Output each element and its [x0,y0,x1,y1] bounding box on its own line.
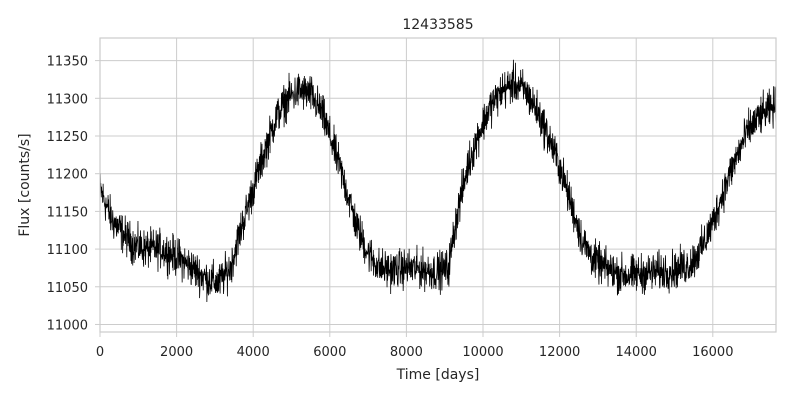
x-tick-label: 10000 [462,345,503,360]
x-tick-label: 14000 [616,345,657,360]
y-axis-ticks: 11000 11050 11100 11150 11200 11250 11300 11350 [47,55,100,333]
y-tick-label: 11300 [47,92,88,107]
grid [99,38,776,332]
x-tick-label: 4000 [237,345,270,360]
y-tick-label: 11250 [47,130,88,145]
x-tick-label: 8000 [390,345,423,360]
y-tick-label: 11350 [47,55,88,70]
y-tick-label: 11000 [47,318,88,333]
y-tick-label: 11200 [47,168,88,183]
x-tick-label: 12000 [539,345,580,360]
x-tick-label: 0 [96,345,104,360]
series-layer [99,59,777,302]
y-axis-label: Flux [counts/s] [17,133,33,236]
y-tick-label: 11100 [47,243,88,258]
y-tick-label: 11050 [47,281,88,296]
x-tick-label: 2000 [160,345,193,360]
y-tick-label: 11150 [47,205,88,220]
x-tick-label: 6000 [313,345,346,360]
x-axis-ticks: 0 2000 4000 6000 8000 10000 12000 14000 16000 [96,332,733,360]
x-tick-label: 16000 [692,345,733,360]
plot-frame [99,37,777,333]
x-axis-label: Time [days] [396,367,480,383]
chart-title: 12433585 [402,17,473,33]
flux-series-line [99,59,777,302]
